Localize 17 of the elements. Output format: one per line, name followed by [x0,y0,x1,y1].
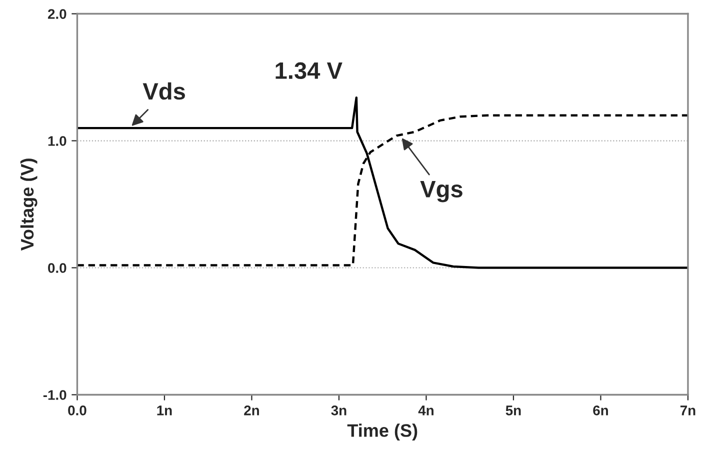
x-tick-label: 4n [418,406,434,416]
x-tick-label: 0.0 [68,406,86,416]
y-tick-label: -1.0 [43,390,66,400]
y-tick-label: 2.0 [48,9,66,19]
annotation: 1.34 V [276,62,342,80]
x-axis-title: Time (S) [347,424,418,440]
x-tick-label: 7n [680,406,696,416]
y-tick-label: 0.0 [48,263,66,273]
x-tick-label: 3n [331,406,346,416]
annotation: Vds [142,82,185,100]
y-axis-title: Voltage (V) [20,158,38,251]
x-tick-label: 6n [593,406,608,416]
x-tick-label: 2n [244,406,259,416]
y-tick-label: 1.0 [48,136,66,146]
x-tick-label: 1n [157,406,172,416]
annotation: Vgs [420,180,462,202]
x-tick-label: 5n [506,406,521,416]
